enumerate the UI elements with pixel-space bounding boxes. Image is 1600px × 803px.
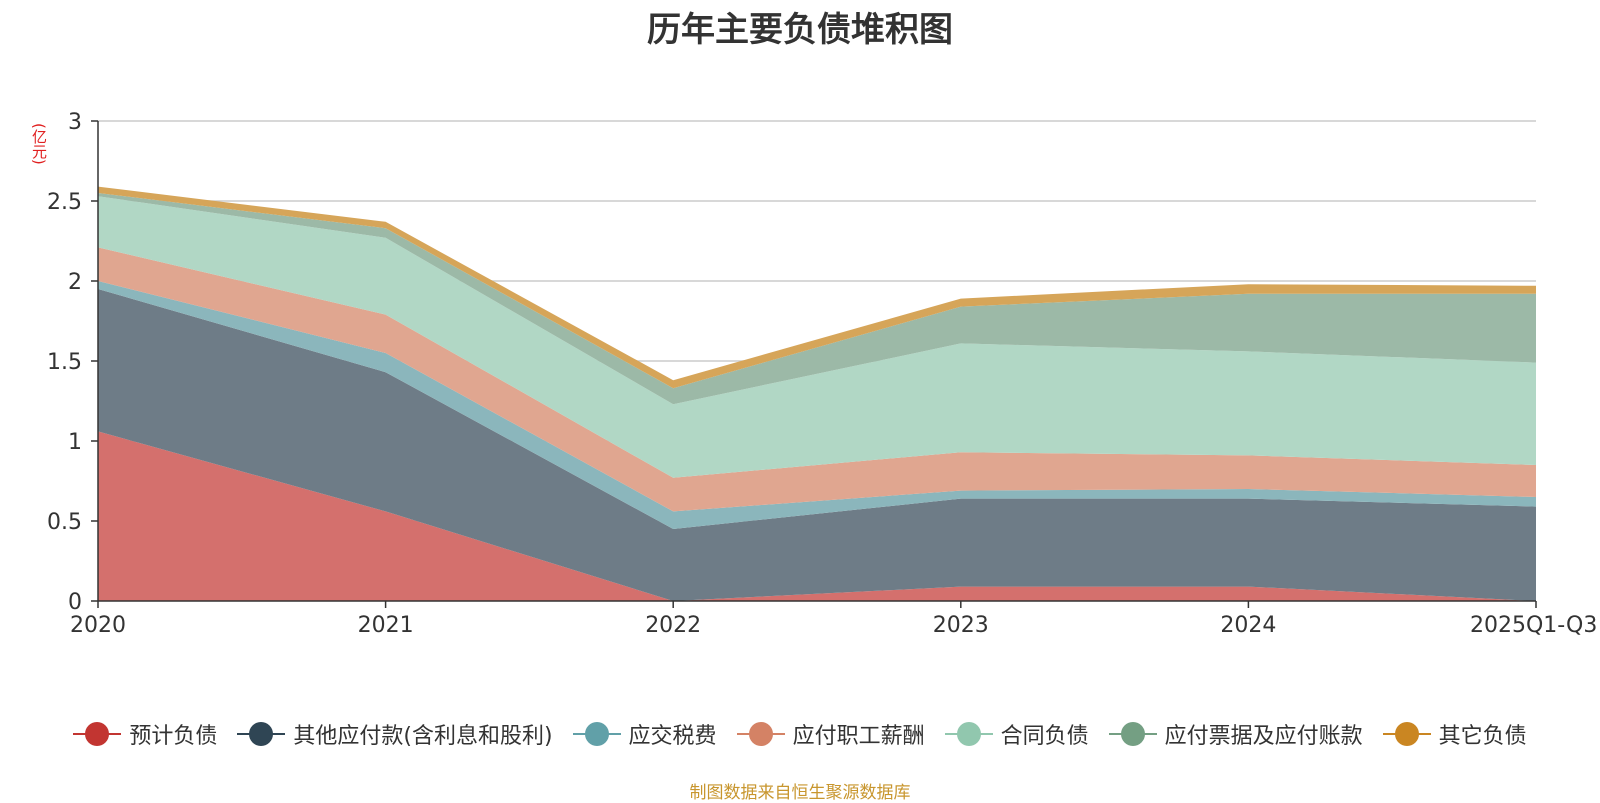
legend-marker-icon (237, 722, 286, 746)
y-tick-label: 2 (68, 270, 82, 295)
y-axis-unit-label: (亿元) (30, 123, 48, 165)
x-tick-label: 2025Q1-Q3 (1470, 613, 1597, 638)
legend-marker-icon (572, 722, 621, 746)
legend-marker-icon (944, 722, 993, 746)
legend-label: 应付票据及应付账款 (1164, 724, 1363, 749)
legend-item[interactable]: 应付职工薪酬 (736, 718, 925, 750)
legend-item[interactable]: 其它负债 (1382, 718, 1527, 750)
legend-item[interactable]: 预计负债 (73, 718, 217, 750)
legend-marker-icon (1108, 722, 1157, 746)
area-series (98, 289, 1536, 601)
y-tick-label: 1 (68, 430, 82, 455)
stacked-areas (98, 186, 1536, 601)
area-chart: 0 0.5 1 1.5 2 2.5 3 2020 2021 2022 2023 2024 2025Q1-… (47, 110, 1597, 638)
y-tick-label: 0 (68, 590, 82, 615)
x-tick-label: 2021 (358, 613, 414, 638)
legend-label: 应付职工薪酬 (792, 724, 925, 749)
legend-label: 合同负债 (1000, 724, 1089, 749)
y-tick-label: 3 (68, 110, 82, 135)
y-tick-label: 1.5 (47, 350, 82, 375)
area-series (98, 193, 1536, 405)
source-note: 制图数据来自恒生聚源数据库 (689, 783, 911, 803)
y-tick-label: 0.5 (47, 510, 82, 535)
axes: 0 0.5 1 1.5 2 2.5 3 2020 2021 2022 2023 2024 2025Q1-… (47, 110, 1597, 638)
area-series (98, 186, 1536, 389)
x-tick-label: 2022 (645, 613, 701, 638)
legend-label: 其它负债 (1438, 724, 1527, 749)
x-tick-label: 2023 (933, 613, 989, 638)
legend-label: 应交税费 (628, 724, 717, 749)
x-tick-label: 2020 (70, 613, 126, 638)
area-series (98, 247, 1536, 512)
y-tick-label: 2.5 (47, 190, 82, 215)
legend-item[interactable]: 合同负债 (944, 718, 1089, 750)
legend-item[interactable]: 其他应付款(含利息和股利) (237, 718, 553, 750)
legend-item[interactable]: 应付票据及应付账款 (1108, 718, 1363, 750)
x-tick-label: 2024 (1220, 613, 1276, 638)
area-series (98, 431, 1536, 601)
chart-title: 历年主要负债堆积图 (647, 10, 953, 50)
legend-marker-icon (73, 722, 122, 746)
legend-label: 预计负债 (129, 724, 218, 749)
legend-label: 其他应付款(含利息和股利) (293, 724, 553, 749)
legend: 预计负债 其他应付款(含利息和股利) 应交税费 应付职工薪酬 合同负债 应付票据及应付账款… (0, 716, 1600, 752)
area-series (98, 196, 1536, 478)
legend-marker-icon (736, 722, 785, 746)
legend-marker-icon (1382, 722, 1431, 746)
legend-item[interactable]: 应交税费 (572, 718, 717, 750)
